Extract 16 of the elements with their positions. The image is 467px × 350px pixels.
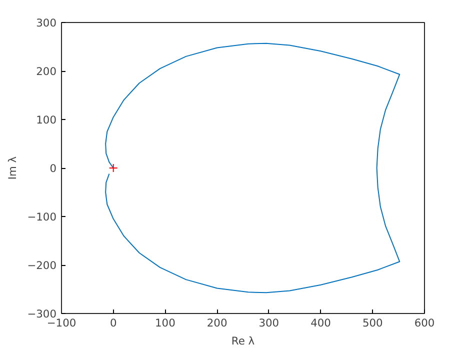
y-axis-title: Im λ: [6, 156, 20, 180]
x-axis-title: Re λ: [231, 334, 255, 348]
x-tick-label: 300: [258, 316, 280, 330]
y-tick-label: −200: [27, 259, 57, 272]
y-tick-label: 200: [36, 65, 57, 78]
y-tick-label: −100: [27, 210, 57, 224]
x-tick-label: 200: [206, 316, 228, 330]
line-series: [105, 42, 400, 294]
x-tick-label: 400: [310, 316, 332, 330]
x-tick-label: 100: [155, 316, 176, 330]
x-tick-label: 500: [362, 316, 384, 330]
x-tick-label: 600: [414, 316, 435, 330]
y-tick-label: 300: [36, 16, 57, 30]
y-tick-label: 100: [36, 114, 57, 126]
y-tick-label: 0: [50, 162, 57, 175]
x-tick-label: 0: [110, 316, 117, 330]
